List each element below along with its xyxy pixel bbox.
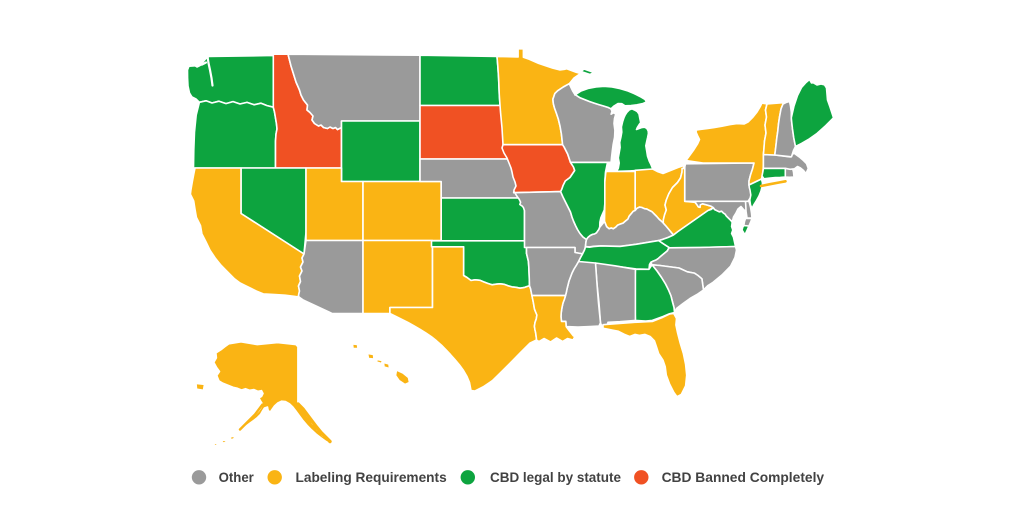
- svg-text:CBD Banned Completely: CBD Banned Completely: [662, 469, 825, 485]
- svg-text:Labeling Requirements: Labeling Requirements: [296, 469, 447, 485]
- svg-text:CBD legal by statute: CBD legal by statute: [490, 469, 621, 485]
- svg-text:Other: Other: [219, 469, 255, 485]
